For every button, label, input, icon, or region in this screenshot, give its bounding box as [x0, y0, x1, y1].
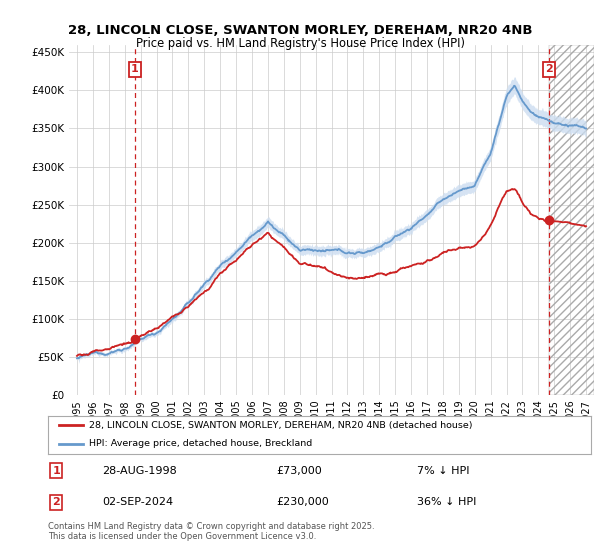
Text: 2: 2 — [52, 497, 60, 507]
Text: 2: 2 — [545, 64, 553, 74]
Text: 7% ↓ HPI: 7% ↓ HPI — [417, 466, 470, 476]
Text: 1: 1 — [52, 466, 60, 476]
Text: Contains HM Land Registry data © Crown copyright and database right 2025.
This d: Contains HM Land Registry data © Crown c… — [48, 522, 374, 542]
Text: HPI: Average price, detached house, Breckland: HPI: Average price, detached house, Brec… — [89, 439, 312, 448]
Text: £73,000: £73,000 — [276, 466, 322, 476]
Text: Price paid vs. HM Land Registry's House Price Index (HPI): Price paid vs. HM Land Registry's House … — [136, 37, 464, 50]
Text: 28, LINCOLN CLOSE, SWANTON MORLEY, DEREHAM, NR20 4NB (detached house): 28, LINCOLN CLOSE, SWANTON MORLEY, DEREH… — [89, 421, 472, 430]
Text: 36% ↓ HPI: 36% ↓ HPI — [417, 497, 476, 507]
Text: 02-SEP-2024: 02-SEP-2024 — [103, 497, 173, 507]
Text: 28-AUG-1998: 28-AUG-1998 — [103, 466, 177, 476]
Text: 1: 1 — [131, 64, 139, 74]
Text: £230,000: £230,000 — [276, 497, 329, 507]
Text: 28, LINCOLN CLOSE, SWANTON MORLEY, DEREHAM, NR20 4NB: 28, LINCOLN CLOSE, SWANTON MORLEY, DEREH… — [68, 24, 532, 37]
